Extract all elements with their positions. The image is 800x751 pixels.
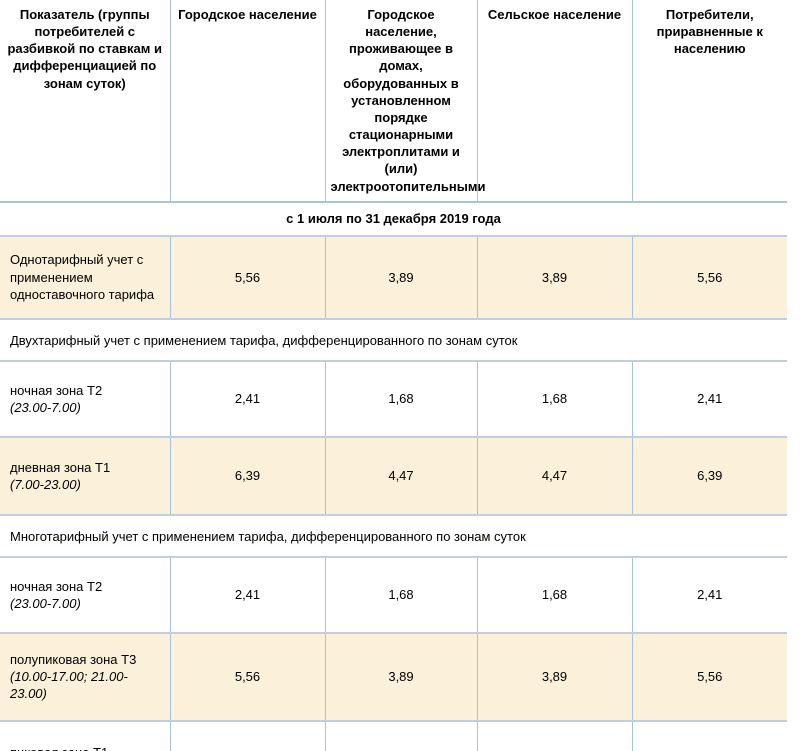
row-label: ночная зона Т2 (23.00-7.00) [0, 359, 170, 438]
row-label: Однотарифный учет с применением одностав… [0, 234, 170, 320]
header-cell-equated-consumers: Потребители, приравненные к населению [631, 0, 787, 203]
tariff-row-night-t2: ночная зона Т2 (23.00-7.00) 2,41 1,68 1,… [0, 359, 787, 438]
row-time-range: (7.00-23.00) [10, 476, 81, 492]
tariff-value: 1,68 [476, 555, 632, 634]
tariff-value: 1,68 [324, 555, 477, 634]
tariff-value: 5,06 [324, 719, 477, 751]
row-label-text: ночная зона Т2 [10, 578, 103, 594]
tariff-value: 7,23 [169, 719, 325, 751]
tariff-row-day-t1: дневная зона Т1 (7.00-23.00) 6,39 4,47 4… [0, 435, 787, 516]
tariff-value: 3,89 [476, 631, 632, 722]
header-cell-urban-electric-stoves: Городское население, проживающее в домах… [324, 0, 485, 203]
row-label-text: дневная зона Т1 [10, 459, 111, 475]
row-label: ночная зона Т2 (23.00-7.00) [0, 555, 170, 634]
tariff-row-peak-t1: пиковая зона Т1 (7.00-10.00; 17.00-21.00… [0, 719, 787, 751]
period-label: с 1 июля по 31 декабря 2019 года [286, 210, 501, 226]
tariff-value: 4,47 [476, 435, 632, 516]
tariff-value: 1,68 [476, 359, 632, 438]
tariff-value: 5,06 [476, 719, 632, 751]
tariff-value: 7,23 [631, 719, 787, 751]
row-label: дневная зона Т1 (7.00-23.00) [0, 435, 170, 516]
row-label: пиковая зона Т1 (7.00-10.00; 17.00-21.00… [0, 719, 170, 751]
row-time-range: (23.00-7.00) [10, 595, 81, 611]
tariff-row-night-t2-multi: ночная зона Т2 (23.00-7.00) 2,41 1,68 1,… [0, 555, 787, 634]
tariff-row-single: Однотарифный учет с применением одностав… [0, 234, 787, 320]
header-cell-indicator: Показатель (группы потребителей с разбив… [0, 0, 170, 203]
header-cell-rural: Сельское население [476, 0, 632, 203]
table-header-row: Показатель (группы потребителей с разбив… [0, 0, 787, 203]
tariff-value: 5,56 [169, 234, 325, 320]
row-label-text: ночная зона Т2 [10, 382, 103, 398]
row-label-text: полупиковая зона Т3 [10, 651, 137, 667]
row-label: полупиковая зона Т3 (10.00-17.00; 21.00-… [0, 631, 170, 722]
tariff-value: 3,89 [324, 631, 477, 722]
header-cell-urban: Городское население [169, 0, 325, 203]
tariff-value: 2,41 [169, 555, 325, 634]
tariff-value: 6,39 [631, 435, 787, 516]
tariff-value: 2,41 [631, 359, 787, 438]
tariff-value: 5,56 [169, 631, 325, 722]
section-row-two-tariff: Двухтарифный учет с применением тарифа, … [0, 319, 787, 361]
tariff-value: 6,39 [169, 435, 325, 516]
tariff-row-half-peak-t3: полупиковая зона Т3 (10.00-17.00; 21.00-… [0, 631, 787, 722]
row-label-text: пиковая зона Т1 [10, 745, 108, 751]
tariff-value: 5,56 [631, 234, 787, 320]
row-time-range: (10.00-17.00; 21.00-23.00) [10, 669, 128, 702]
row-label-text: Однотарифный учет с применением одностав… [10, 252, 155, 302]
section-label: Двухтарифный учет с применением тарифа, … [10, 332, 518, 348]
tariff-value: 5,56 [631, 631, 787, 722]
tariff-value: 2,41 [631, 555, 787, 634]
tariff-value: 3,89 [324, 234, 477, 320]
row-time-range: (23.00-7.00) [10, 399, 81, 415]
tariff-value: 1,68 [324, 359, 477, 438]
period-row: с 1 июля по 31 декабря 2019 года [0, 202, 787, 236]
tariff-value: 3,89 [476, 234, 632, 320]
tariff-value: 2,41 [169, 359, 325, 438]
tariff-value: 4,47 [324, 435, 477, 516]
section-label: Многотарифный учет с применением тарифа,… [10, 528, 526, 544]
section-row-multi-tariff: Многотарифный учет с применением тарифа,… [0, 515, 787, 557]
